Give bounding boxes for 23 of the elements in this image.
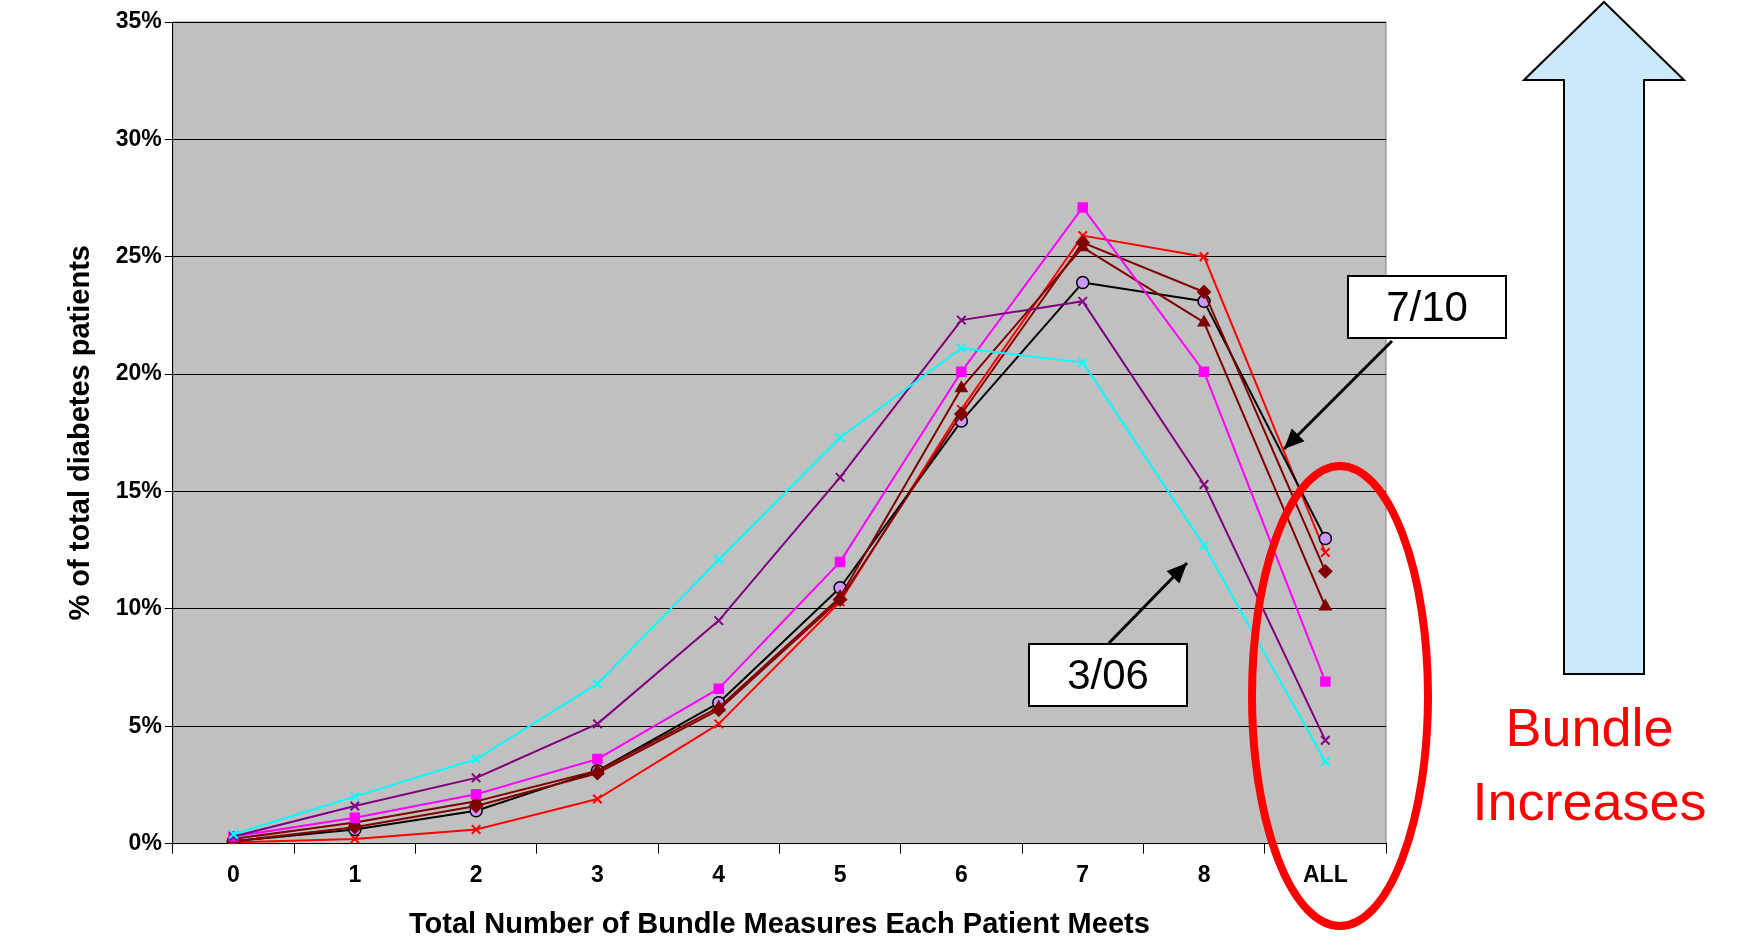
x-tick-label: ALL <box>1302 860 1348 887</box>
y-tick-label: 35% <box>115 7 162 34</box>
x-tick-label: 5 <box>833 860 847 887</box>
x-tick-label: 7 <box>1076 860 1090 887</box>
x-tick-label: 0 <box>227 860 240 887</box>
x-tick-label: 8 <box>1197 860 1211 887</box>
x-axis-title: Total Number of Bundle Measures Each Patient Meets <box>409 906 1150 939</box>
x-tick-label: 3 <box>591 860 604 887</box>
text: 7/10 <box>1347 275 1507 339</box>
text: Bundle Increases <box>1471 696 1708 833</box>
y-tick-label: 20% <box>115 359 162 386</box>
y-axis-title: % of total diabetes patients <box>63 245 96 621</box>
x-tick-label: 4 <box>712 860 726 887</box>
x-tick-label: 1 <box>348 860 362 887</box>
text: 3/06 <box>1028 643 1188 707</box>
y-tick-label: 5% <box>128 711 162 738</box>
x-tick-label: 2 <box>469 860 483 887</box>
y-tick-label: 10% <box>115 594 162 621</box>
y-tick-label: 25% <box>115 242 162 269</box>
y-tick-label: 30% <box>115 124 162 151</box>
x-tick-label: 6 <box>954 860 968 887</box>
y-tick-label: 0% <box>128 828 162 855</box>
y-tick-label: 15% <box>115 476 162 503</box>
